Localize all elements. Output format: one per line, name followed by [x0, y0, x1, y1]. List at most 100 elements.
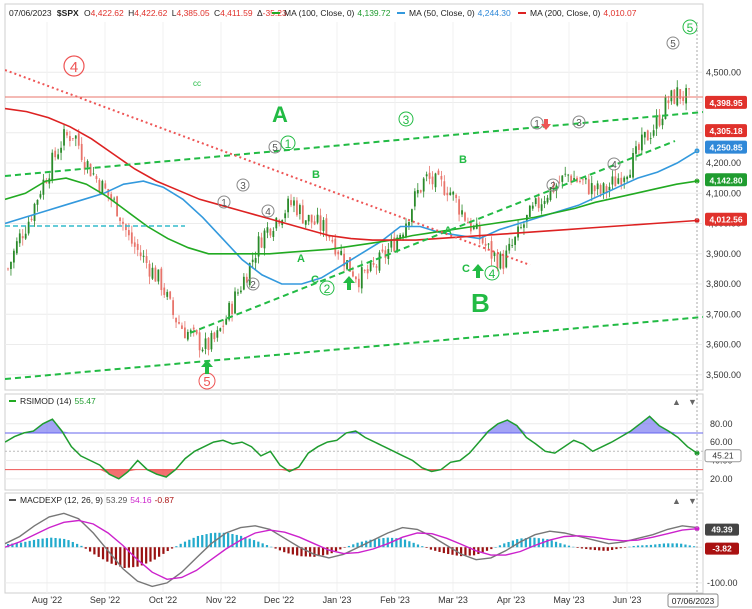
macd-histogram-bar	[382, 538, 385, 548]
macd-histogram-bar	[399, 538, 402, 548]
macd-collapse-icon[interactable]: ▲	[672, 496, 681, 506]
svg-text:2: 2	[324, 282, 331, 296]
candle-body	[617, 178, 620, 184]
candle-body	[198, 332, 201, 351]
header-date: 07/06/2023	[9, 8, 52, 18]
candle-body	[219, 328, 222, 331]
macd-expand-icon[interactable]: ▼	[688, 496, 697, 506]
candle-body	[301, 205, 304, 224]
macd-histogram-bar	[662, 543, 665, 548]
candle-body	[27, 221, 30, 234]
rsi-expand-icon[interactable]: ▼	[688, 397, 697, 407]
rsi-collapse-icon[interactable]: ▲	[672, 397, 681, 407]
candle-body	[266, 227, 269, 233]
candle-body	[646, 130, 649, 141]
header-legend: 07/06/2023 $SPX O4,422.62 H4,422.62 L4,3…	[9, 8, 637, 18]
macd-histogram-bar	[88, 547, 92, 552]
trendline-upper-channel	[5, 111, 703, 177]
y-tick-label: -100.00	[707, 578, 738, 588]
candle-body	[670, 90, 673, 102]
candle-body	[413, 191, 416, 207]
macd-histogram-bar	[546, 539, 549, 548]
candle-body	[658, 114, 661, 126]
candle-body	[623, 177, 626, 182]
candle-body	[192, 327, 195, 330]
svg-text:MA (100, Close, 0)4,139.72: MA (100, Close, 0) 4,139.72	[284, 8, 391, 18]
macd-histogram-bar	[162, 547, 165, 554]
candle-body	[469, 220, 472, 232]
svg-text:07/06/2023: 07/06/2023	[672, 596, 715, 606]
candle-body	[505, 250, 508, 268]
circle-gray-5a: 5	[268, 140, 282, 154]
candle-body	[419, 190, 422, 193]
candle-body	[467, 222, 469, 224]
candle-body	[502, 254, 505, 269]
candle-body	[422, 178, 425, 192]
macd-histogram-bar	[119, 547, 122, 567]
macd-histogram-bar	[175, 546, 178, 548]
macd-histogram-bar	[300, 547, 303, 557]
candle-body	[21, 236, 24, 239]
candle-body	[287, 198, 289, 213]
circle-gray-5b: 5	[666, 36, 680, 50]
candle-body	[357, 278, 360, 288]
rsi-value-tag: 45.21	[704, 449, 742, 463]
candle-body	[517, 226, 519, 238]
macd-histogram-bar	[403, 539, 407, 548]
svg-text:4,250.85: 4,250.85	[709, 143, 742, 153]
candle-body	[455, 194, 458, 199]
candle-body	[390, 239, 393, 248]
macd-histogram-bar	[343, 547, 346, 548]
candle-body	[484, 243, 487, 246]
candle-body	[614, 176, 617, 187]
candle-body	[95, 176, 98, 180]
candle-body	[296, 200, 298, 216]
circle-green-1: 1	[280, 135, 296, 151]
ma100-line	[5, 177, 698, 255]
macd-histogram-bar	[408, 541, 411, 548]
candle-body	[393, 237, 396, 252]
circle-gray-3a: 3	[236, 178, 250, 192]
candle-body	[145, 256, 148, 264]
y-tick-label: 4,500.00	[706, 67, 741, 77]
macd-histogram-bar	[386, 537, 389, 548]
candle-body	[216, 330, 219, 338]
macd-histogram-bar	[485, 547, 489, 551]
label-cc: cc	[193, 79, 201, 88]
svg-text:3: 3	[576, 118, 582, 129]
candle-body	[269, 228, 272, 236]
macd-histogram-bar	[136, 547, 139, 567]
svg-text:4,012.56: 4,012.56	[709, 215, 742, 225]
candle-body	[63, 129, 65, 146]
candle-body	[411, 209, 413, 222]
candle-body	[12, 250, 15, 263]
candle-body	[80, 143, 83, 161]
macd-histogram-bar	[412, 542, 415, 548]
candle-body	[372, 263, 375, 265]
macd-histogram-bar	[313, 547, 316, 557]
candle-body	[319, 215, 322, 231]
y-tick-label: 20.00	[710, 474, 733, 484]
legend-ma100: MA (100, Close, 0) 4,139.72	[272, 8, 391, 18]
candle-body	[207, 337, 210, 350]
candle-body	[679, 89, 682, 99]
candle-body	[139, 252, 142, 257]
big-label-a: A	[272, 102, 288, 127]
candle-body	[213, 332, 216, 340]
macd-histogram-bar	[153, 547, 156, 560]
macd-histogram-bar	[317, 547, 320, 557]
candle-body	[638, 144, 640, 150]
y-tick-label: 60.00	[710, 437, 733, 447]
candle-body	[154, 267, 157, 282]
ma50-line	[5, 150, 698, 285]
circle-red-4: 4	[63, 55, 85, 77]
legend-ma50: MA (50, Close, 0) 4,244.30	[397, 8, 511, 18]
candle-body	[546, 197, 549, 203]
macd-histogram-bar	[80, 545, 83, 548]
svg-text:MA (50, Close, 0)4,244.30: MA (50, Close, 0) 4,244.30	[409, 8, 511, 18]
macd-histogram-bar	[559, 543, 562, 548]
macd-histogram-bar	[106, 547, 109, 562]
candle-body	[237, 292, 239, 294]
candle-body	[113, 198, 116, 200]
